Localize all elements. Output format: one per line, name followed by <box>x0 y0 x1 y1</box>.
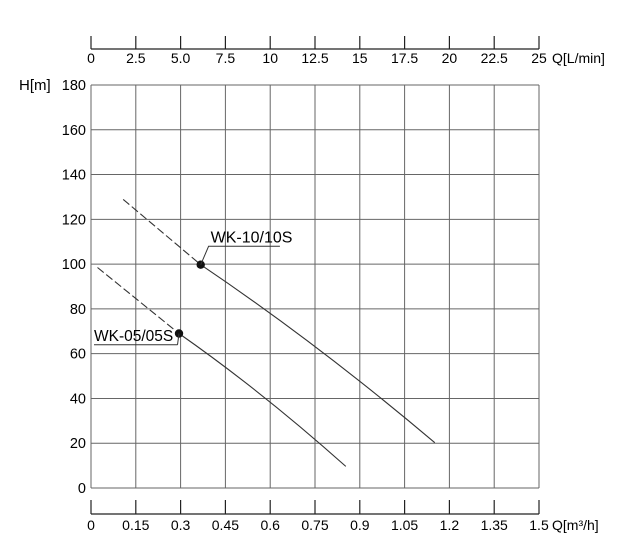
svg-text:0.45: 0.45 <box>212 517 239 533</box>
svg-text:10: 10 <box>262 50 278 66</box>
svg-text:0: 0 <box>78 481 86 497</box>
svg-text:0.6: 0.6 <box>260 517 280 533</box>
svg-text:0.15: 0.15 <box>122 517 149 533</box>
svg-text:25: 25 <box>531 50 547 66</box>
svg-text:40: 40 <box>70 391 86 407</box>
svg-text:180: 180 <box>62 78 86 94</box>
svg-text:H[m]: H[m] <box>19 77 51 94</box>
svg-text:17.5: 17.5 <box>391 50 418 66</box>
svg-text:160: 160 <box>62 123 86 139</box>
svg-text:60: 60 <box>70 347 86 363</box>
svg-text:2.5: 2.5 <box>126 50 146 66</box>
svg-text:WK-05/05S: WK-05/05S <box>94 328 173 345</box>
svg-text:WK-10/10S: WK-10/10S <box>211 229 293 246</box>
svg-text:0: 0 <box>87 517 95 533</box>
svg-text:Q[L/min]: Q[L/min] <box>552 50 605 66</box>
svg-text:Q[m³/h]: Q[m³/h] <box>552 517 599 533</box>
svg-text:0.75: 0.75 <box>301 517 328 533</box>
svg-text:80: 80 <box>70 302 86 318</box>
svg-text:1.35: 1.35 <box>481 517 508 533</box>
svg-text:7.5: 7.5 <box>216 50 236 66</box>
svg-text:20: 20 <box>442 50 458 66</box>
svg-text:12.5: 12.5 <box>301 50 328 66</box>
svg-text:1.05: 1.05 <box>391 517 418 533</box>
svg-text:5.0: 5.0 <box>171 50 191 66</box>
svg-text:120: 120 <box>62 212 86 228</box>
svg-text:22.5: 22.5 <box>481 50 508 66</box>
svg-text:100: 100 <box>62 257 86 273</box>
svg-text:0: 0 <box>87 50 95 66</box>
svg-text:140: 140 <box>62 168 86 184</box>
svg-text:1.5: 1.5 <box>529 517 549 533</box>
svg-text:1.2: 1.2 <box>440 517 460 533</box>
svg-text:20: 20 <box>70 436 86 452</box>
svg-text:15: 15 <box>352 50 368 66</box>
svg-text:0.3: 0.3 <box>171 517 191 533</box>
svg-text:0.9: 0.9 <box>350 517 370 533</box>
